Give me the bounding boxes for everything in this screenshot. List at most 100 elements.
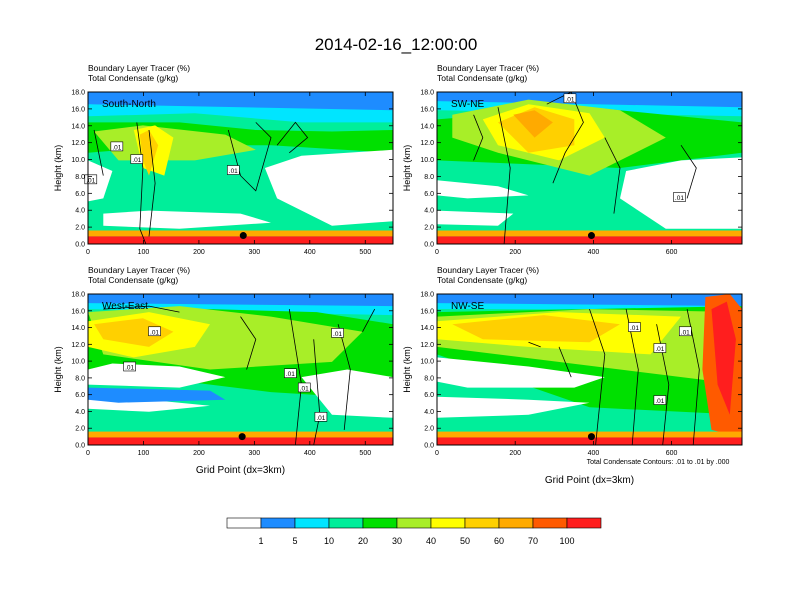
figure-title: 2014-02-16_12:00:00 [315,35,478,54]
y-tick-label: 16.0 [71,106,85,113]
tracer-field-region [437,210,514,226]
panel-west-east: .01 .01 .01 .01 .01 .01 West-East Boundary Laye… [53,265,394,476]
contour-label: .01 [286,371,295,378]
condensate-contour [473,114,484,161]
plot-area [437,92,742,244]
tracer-field-region [88,387,226,403]
contour-label: .01 [681,329,690,336]
y-tick-label: 6.0 [75,392,85,399]
condensate-contour [680,144,697,199]
y-tick-label: 14.0 [71,325,85,332]
tracer-field-region [94,125,256,161]
x-tick-label: 400 [588,450,600,457]
colorbar-swatch [566,517,602,529]
y-tick-label: 2.0 [424,225,434,232]
x-tick-label: 0 [435,450,439,457]
x-tick-label: 0 [86,249,90,256]
colorbar-label: 60 [494,536,504,546]
plot-frame [87,91,394,245]
cross-section-label: SW-NE [451,99,484,110]
y-tick-label: 6.0 [424,191,434,198]
contour-footnote: Total Condensate Contours: .01 to .01 by… [587,459,730,466]
colorbar-label: 5 [292,536,297,546]
y-tick-label: 2.0 [75,426,85,433]
contour-label-box [563,93,577,104]
condensate-contour [93,129,104,176]
tracer-field-region [437,357,605,388]
y-tick-label: 14.0 [420,123,434,130]
colorbar-swatch [260,517,296,529]
contour-label: .01 [655,346,664,353]
contour-label: .01 [300,385,309,392]
y-tick-label: 0.0 [75,443,85,450]
condensate-contour [497,107,511,244]
cross-section-label: West-East [102,301,148,312]
colorbar-label: 40 [426,536,436,546]
contour-label: .01 [125,364,134,371]
y-tick-label: 6.0 [424,392,434,399]
tracer-field-region [452,315,620,343]
y-tick-label: 10.0 [71,157,85,164]
colorbar-swatch [328,517,364,529]
x-tick-label: 200 [509,249,521,256]
x-tick-label: 500 [359,249,371,256]
y-tick-label: 10.0 [420,359,434,366]
colorbar-label: 100 [559,536,574,546]
panel-title: Boundary Layer Tracer (%) [437,63,539,73]
y-tick-label: 8.0 [75,375,85,382]
contour-label-box [110,141,124,152]
contour-label: .01 [86,177,95,184]
contour-label: .01 [132,157,141,164]
contour-label-box [653,395,667,405]
y-tick-label: 16.0 [71,308,85,315]
y-tick-label: 16.0 [420,308,434,315]
y-tick-label: 18.0 [420,90,434,97]
contour-label-box [130,154,144,164]
y-tick-label: 4.0 [424,208,434,215]
tracer-field-region [264,149,393,226]
surface-band-red [88,236,393,244]
contour-label: .01 [565,96,574,103]
panel-subtitle: Total Condensate (g/kg) [88,73,178,83]
x-tick-label: 300 [249,249,261,256]
location-marker [587,232,595,240]
panel-subtitle: Total Condensate (g/kg) [437,73,527,83]
tracer-field-region [88,160,113,202]
contour-label-box [226,165,240,175]
condensate-contour [337,324,351,430]
y-axis-label: Height (km) [53,145,63,192]
condensate-contour [546,92,584,184]
y-tick-label: 0.0 [75,242,85,249]
y-tick-label: 18.0 [420,292,434,299]
x-axis-label: Grid Point (dx=3km) [545,475,634,486]
contour-label-box [653,343,667,353]
tracer-field-region [88,363,226,388]
y-tick-label: 4.0 [424,409,434,416]
y-tick-label: 12.0 [71,140,85,147]
contour-label-box [679,326,692,337]
tracer-field-region [301,369,393,418]
y-axis-label: Height (km) [402,145,412,192]
tracer-field-region [94,318,174,347]
colorbar-swatch [532,517,568,529]
tracer-field-region [711,301,736,415]
colorbar: 1 5 10 20 30 40 50 60 70 100 [226,517,602,546]
y-axis-label: Height (km) [402,346,412,393]
y-tick-label: 18.0 [71,90,85,97]
condensate-contour [276,121,309,154]
contour-label-box [148,326,161,337]
x-tick-label: 300 [249,450,261,457]
colorbar-label: 30 [392,536,402,546]
x-tick-label: 400 [304,249,316,256]
y-tick-label: 18.0 [71,292,85,299]
contour-label: .01 [655,398,664,405]
condensate-contour [558,346,572,378]
surface-band-red [88,437,393,445]
colorbar-swatch [430,517,466,529]
panel-title: Boundary Layer Tracer (%) [88,265,190,275]
condensate-contour [227,122,272,192]
location-marker [238,433,246,441]
tracer-field-region [513,110,553,138]
panel-subtitle: Total Condensate (g/kg) [88,275,178,285]
